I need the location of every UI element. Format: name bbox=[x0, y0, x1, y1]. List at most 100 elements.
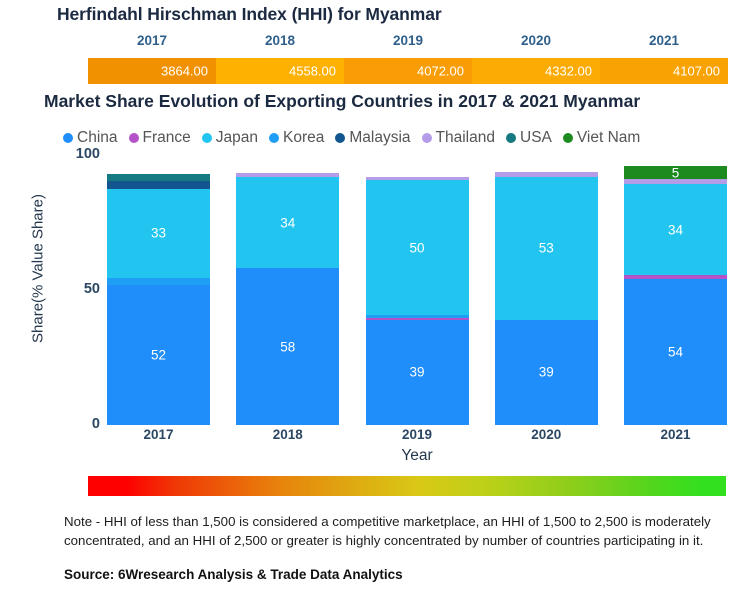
bar-column-2020[interactable]: 39 53 bbox=[494, 155, 598, 425]
bar-segment-china[interactable]: 52 bbox=[107, 284, 210, 425]
bar-column-2017[interactable]: 52 33 bbox=[107, 155, 210, 425]
bar-value-label: 52 bbox=[150, 347, 167, 363]
x-axis-label: Year bbox=[401, 447, 433, 464]
stacked-bar: 54 34 5 bbox=[624, 165, 727, 425]
bar-group: 52 33 58 34 39 50 39 53 54 34 5 bbox=[107, 155, 727, 425]
hhi-value-text: 4332.00 bbox=[545, 63, 592, 79]
legend-item-usa[interactable]: USA bbox=[506, 129, 552, 147]
stacked-bar: 52 33 bbox=[107, 173, 210, 425]
bar-value-label: 58 bbox=[280, 339, 296, 355]
bar-segment-china[interactable]: 54 bbox=[624, 279, 727, 425]
bar-segment-china[interactable]: 39 bbox=[365, 319, 469, 425]
legend-label: Korea bbox=[282, 129, 325, 146]
bar-column-2021[interactable]: 54 34 5 bbox=[624, 155, 727, 425]
y-tick-label: 0 bbox=[91, 416, 100, 432]
bar-segment-japan[interactable]: 33 bbox=[107, 188, 210, 278]
hhi-year-label: 2021 bbox=[648, 33, 680, 48]
x-tick-label: 2017 bbox=[143, 427, 174, 442]
stacked-bar: 39 53 bbox=[494, 171, 598, 425]
legend-item-viet-nam[interactable]: Viet Nam bbox=[562, 129, 641, 147]
legend-swatch-icon bbox=[506, 133, 516, 143]
hhi-value-segment: 4072.00 bbox=[344, 58, 472, 84]
legend-item-japan[interactable]: Japan bbox=[201, 129, 258, 147]
legend-item-malaysia[interactable]: Malaysia bbox=[335, 129, 411, 147]
bar-column-2018[interactable]: 58 34 bbox=[236, 155, 340, 425]
bar-segment-france[interactable] bbox=[624, 275, 727, 280]
x-axis-ticks: 2017 2018 2019 2020 2021 bbox=[107, 427, 727, 442]
hhi-year-label: 2018 bbox=[264, 33, 296, 48]
legend-swatch-icon bbox=[335, 133, 346, 143]
concentration-scale-bar bbox=[88, 476, 726, 496]
bar-value-label: 53 bbox=[538, 240, 554, 256]
x-tick-label: 2021 bbox=[660, 427, 691, 442]
y-axis-label: Share(% Value Share) bbox=[29, 194, 47, 343]
bar-segment-thailand[interactable] bbox=[365, 176, 469, 181]
bar-value-label: 34 bbox=[667, 222, 684, 238]
legend-item-china[interactable]: China bbox=[63, 129, 118, 147]
bar-segment-korea[interactable] bbox=[107, 277, 210, 285]
legend-label: China bbox=[77, 129, 118, 146]
hhi-value-segment: 3864.00 bbox=[88, 58, 216, 84]
legend-item-korea[interactable]: Korea bbox=[268, 129, 325, 147]
y-tick-label: 50 bbox=[83, 281, 100, 297]
legend-swatch-icon bbox=[268, 133, 279, 143]
bar-value-label: 39 bbox=[538, 364, 554, 380]
legend-label: Viet Nam bbox=[576, 129, 641, 146]
legend-swatch-icon bbox=[63, 133, 73, 143]
source-text: Source: 6Wresearch Analysis & Trade Data… bbox=[64, 567, 403, 582]
legend-label: Thailand bbox=[435, 129, 495, 146]
bar-value-label: 54 bbox=[667, 344, 684, 360]
x-tick-label: 2020 bbox=[531, 427, 562, 442]
bar-value-label: 50 bbox=[409, 240, 425, 256]
hhi-year-label: 2020 bbox=[520, 33, 552, 48]
stacked-bar: 39 50 bbox=[365, 176, 469, 425]
note-text: Note - HHI of less than 1,500 is conside… bbox=[64, 514, 711, 549]
legend-label: France bbox=[142, 129, 191, 146]
legend-swatch-icon bbox=[128, 133, 139, 143]
hhi-value-segment: 4558.00 bbox=[216, 58, 344, 84]
x-tick-label: 2019 bbox=[401, 427, 433, 442]
bar-segment-thailand[interactable] bbox=[624, 179, 727, 184]
hhi-value-bar: 3864.00 4558.00 4072.00 4332.00 4107.00 bbox=[88, 58, 728, 84]
legend-label: USA bbox=[520, 129, 552, 146]
bar-segment-japan[interactable]: 34 bbox=[236, 176, 340, 269]
bar-segment-japan[interactable]: 53 bbox=[494, 176, 598, 320]
hhi-year-row: 2017 2018 2019 2020 2021 bbox=[88, 33, 728, 53]
hhi-year-label: 2017 bbox=[136, 33, 168, 48]
chart-legend: China France Japan Korea Malaysia Thailand USA… bbox=[63, 129, 640, 147]
bar-segment-viet-nam[interactable]: 5 bbox=[624, 165, 727, 181]
y-tick-label: 100 bbox=[75, 146, 100, 162]
bar-value-label: 33 bbox=[150, 225, 167, 241]
bar-value-label: 34 bbox=[280, 215, 296, 230]
legend-item-france[interactable]: France bbox=[128, 129, 191, 147]
y-axis-ticks: 0 50 100 bbox=[45, 146, 100, 432]
bar-segment-japan[interactable]: 34 bbox=[624, 183, 727, 276]
legend-swatch-icon bbox=[421, 133, 432, 143]
hhi-value-segment: 4332.00 bbox=[472, 58, 600, 84]
hhi-year-label: 2019 bbox=[392, 33, 424, 48]
bar-segment-china[interactable]: 58 bbox=[236, 268, 340, 425]
plot-area: Share(% Value Share) 0 50 100 52 33 58 34 39 50… bbox=[0, 146, 750, 464]
bar-segment-thailand[interactable] bbox=[494, 171, 598, 177]
bar-value-label: 5 bbox=[671, 165, 680, 181]
hhi-value-text: 4558.00 bbox=[289, 63, 336, 79]
hhi-value-text: 4107.00 bbox=[673, 63, 720, 79]
bar-segment-france[interactable] bbox=[365, 317, 469, 320]
legend-swatch-icon bbox=[562, 133, 573, 143]
bar-segment-japan[interactable]: 50 bbox=[365, 180, 469, 316]
legend-swatch-icon bbox=[201, 133, 212, 143]
legend-item-thailand[interactable]: Thailand bbox=[421, 129, 495, 147]
legend-label: Japan bbox=[215, 129, 258, 146]
stacked-bar: 58 34 bbox=[236, 172, 340, 425]
x-tick-label: 2018 bbox=[272, 427, 303, 442]
hhi-value-text: 4072.00 bbox=[417, 63, 464, 79]
bar-segment-malaysia[interactable] bbox=[107, 180, 210, 189]
bar-column-2019[interactable]: 39 50 bbox=[365, 155, 469, 425]
hhi-value-text: 3864.00 bbox=[161, 63, 208, 79]
bar-segment-usa[interactable] bbox=[107, 173, 210, 181]
bar-segment-china[interactable]: 39 bbox=[494, 319, 598, 425]
bar-segment-korea[interactable] bbox=[365, 315, 469, 318]
bar-segment-thailand[interactable] bbox=[236, 172, 340, 177]
bar-value-label: 39 bbox=[409, 364, 425, 380]
